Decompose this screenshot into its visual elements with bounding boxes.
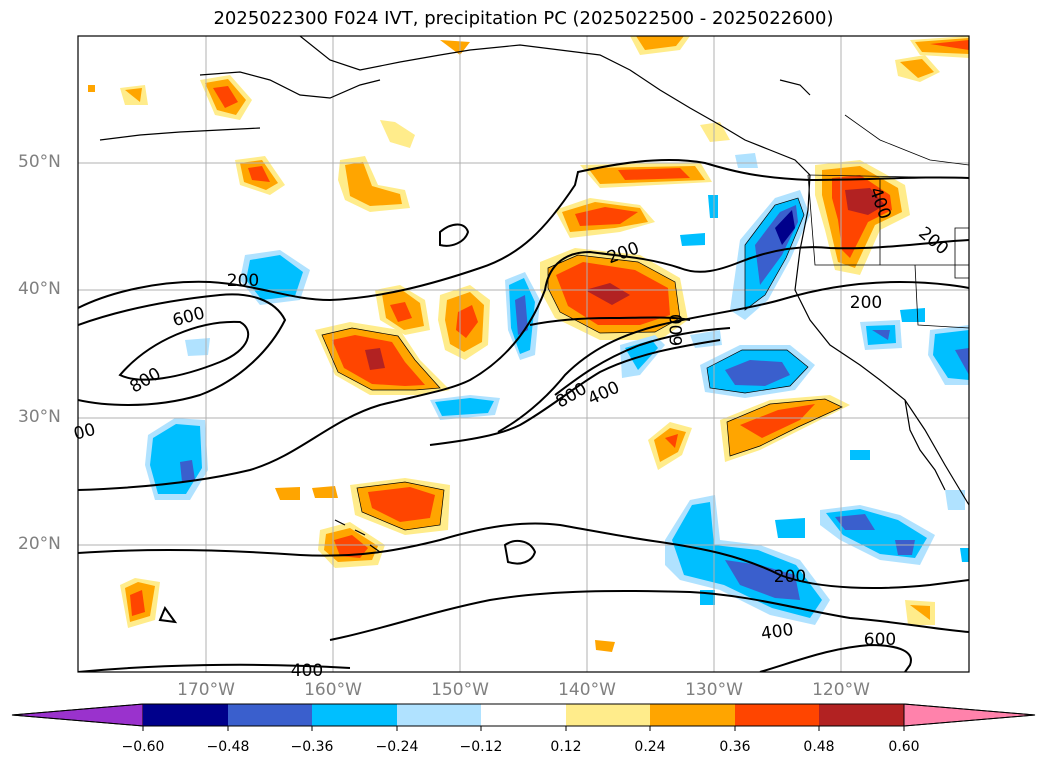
map-frame	[77, 35, 970, 673]
lat-label-30n: 30°N	[18, 407, 61, 427]
colorbar-tick-label: −0.12	[459, 739, 503, 755]
colorbar-tick-label: −0.60	[121, 739, 165, 755]
lon-label-170w: 170°W	[177, 680, 235, 700]
contour-label: 00	[72, 420, 98, 445]
lon-label-150w: 150°W	[431, 680, 489, 700]
colorbar	[11, 703, 1036, 731]
colorbar-segment	[11, 703, 144, 727]
colorbar-segment	[397, 704, 481, 726]
colorbar-tick-label: 0.36	[719, 739, 751, 755]
colorbar-segment	[566, 704, 650, 726]
map-title: 2025022300 F024 IVT, precipitation PC (2…	[213, 8, 834, 29]
lat-label-40n: 40°N	[18, 279, 61, 299]
contour-label: 200	[850, 293, 882, 313]
contour-label: 800	[126, 364, 164, 398]
coastlines	[99, 36, 969, 553]
contour-label: 400	[291, 661, 323, 681]
contour-label: 200	[914, 223, 952, 259]
colorbar-segment	[312, 704, 397, 726]
colorbar-tick-label: −0.48	[206, 739, 250, 755]
contour-label: 200	[227, 271, 259, 291]
colorbar-segment	[819, 704, 904, 726]
political-borders	[807, 114, 969, 329]
precipitation-field	[88, 36, 969, 652]
colorbar-tick-label: 0.12	[550, 739, 582, 755]
colorbar-tick-label: −0.36	[290, 739, 334, 755]
precip-outlines	[321, 197, 843, 531]
lon-label-160w: 160°W	[304, 680, 362, 700]
contour-label: 600	[667, 314, 687, 346]
colorbar-segment	[143, 704, 228, 726]
contour-label: 600	[864, 630, 896, 650]
colorbar-segment	[903, 703, 1036, 727]
contour-label: 400	[585, 378, 623, 410]
ivt-contours	[78, 159, 969, 672]
contour-label: 400	[760, 620, 795, 644]
contour-label: 200	[774, 567, 806, 587]
graticule	[78, 36, 969, 672]
colorbar-segment	[228, 704, 312, 726]
colorbar-segment	[481, 704, 566, 726]
lat-label-20n: 20°N	[18, 534, 61, 554]
colorbar-tick-label: −0.24	[375, 739, 419, 755]
colorbar-tick-label: 0.60	[888, 739, 920, 755]
lat-label-50n: 50°N	[18, 152, 61, 172]
colorbar-segment	[735, 704, 819, 726]
lon-label-130w: 130°W	[685, 680, 743, 700]
colorbar-tick-label: 0.48	[803, 739, 835, 755]
lon-label-120w: 120°W	[812, 680, 870, 700]
colorbar-segment	[650, 704, 735, 726]
colorbar-tick-label: 0.24	[634, 739, 666, 755]
lon-label-140w: 140°W	[558, 680, 616, 700]
